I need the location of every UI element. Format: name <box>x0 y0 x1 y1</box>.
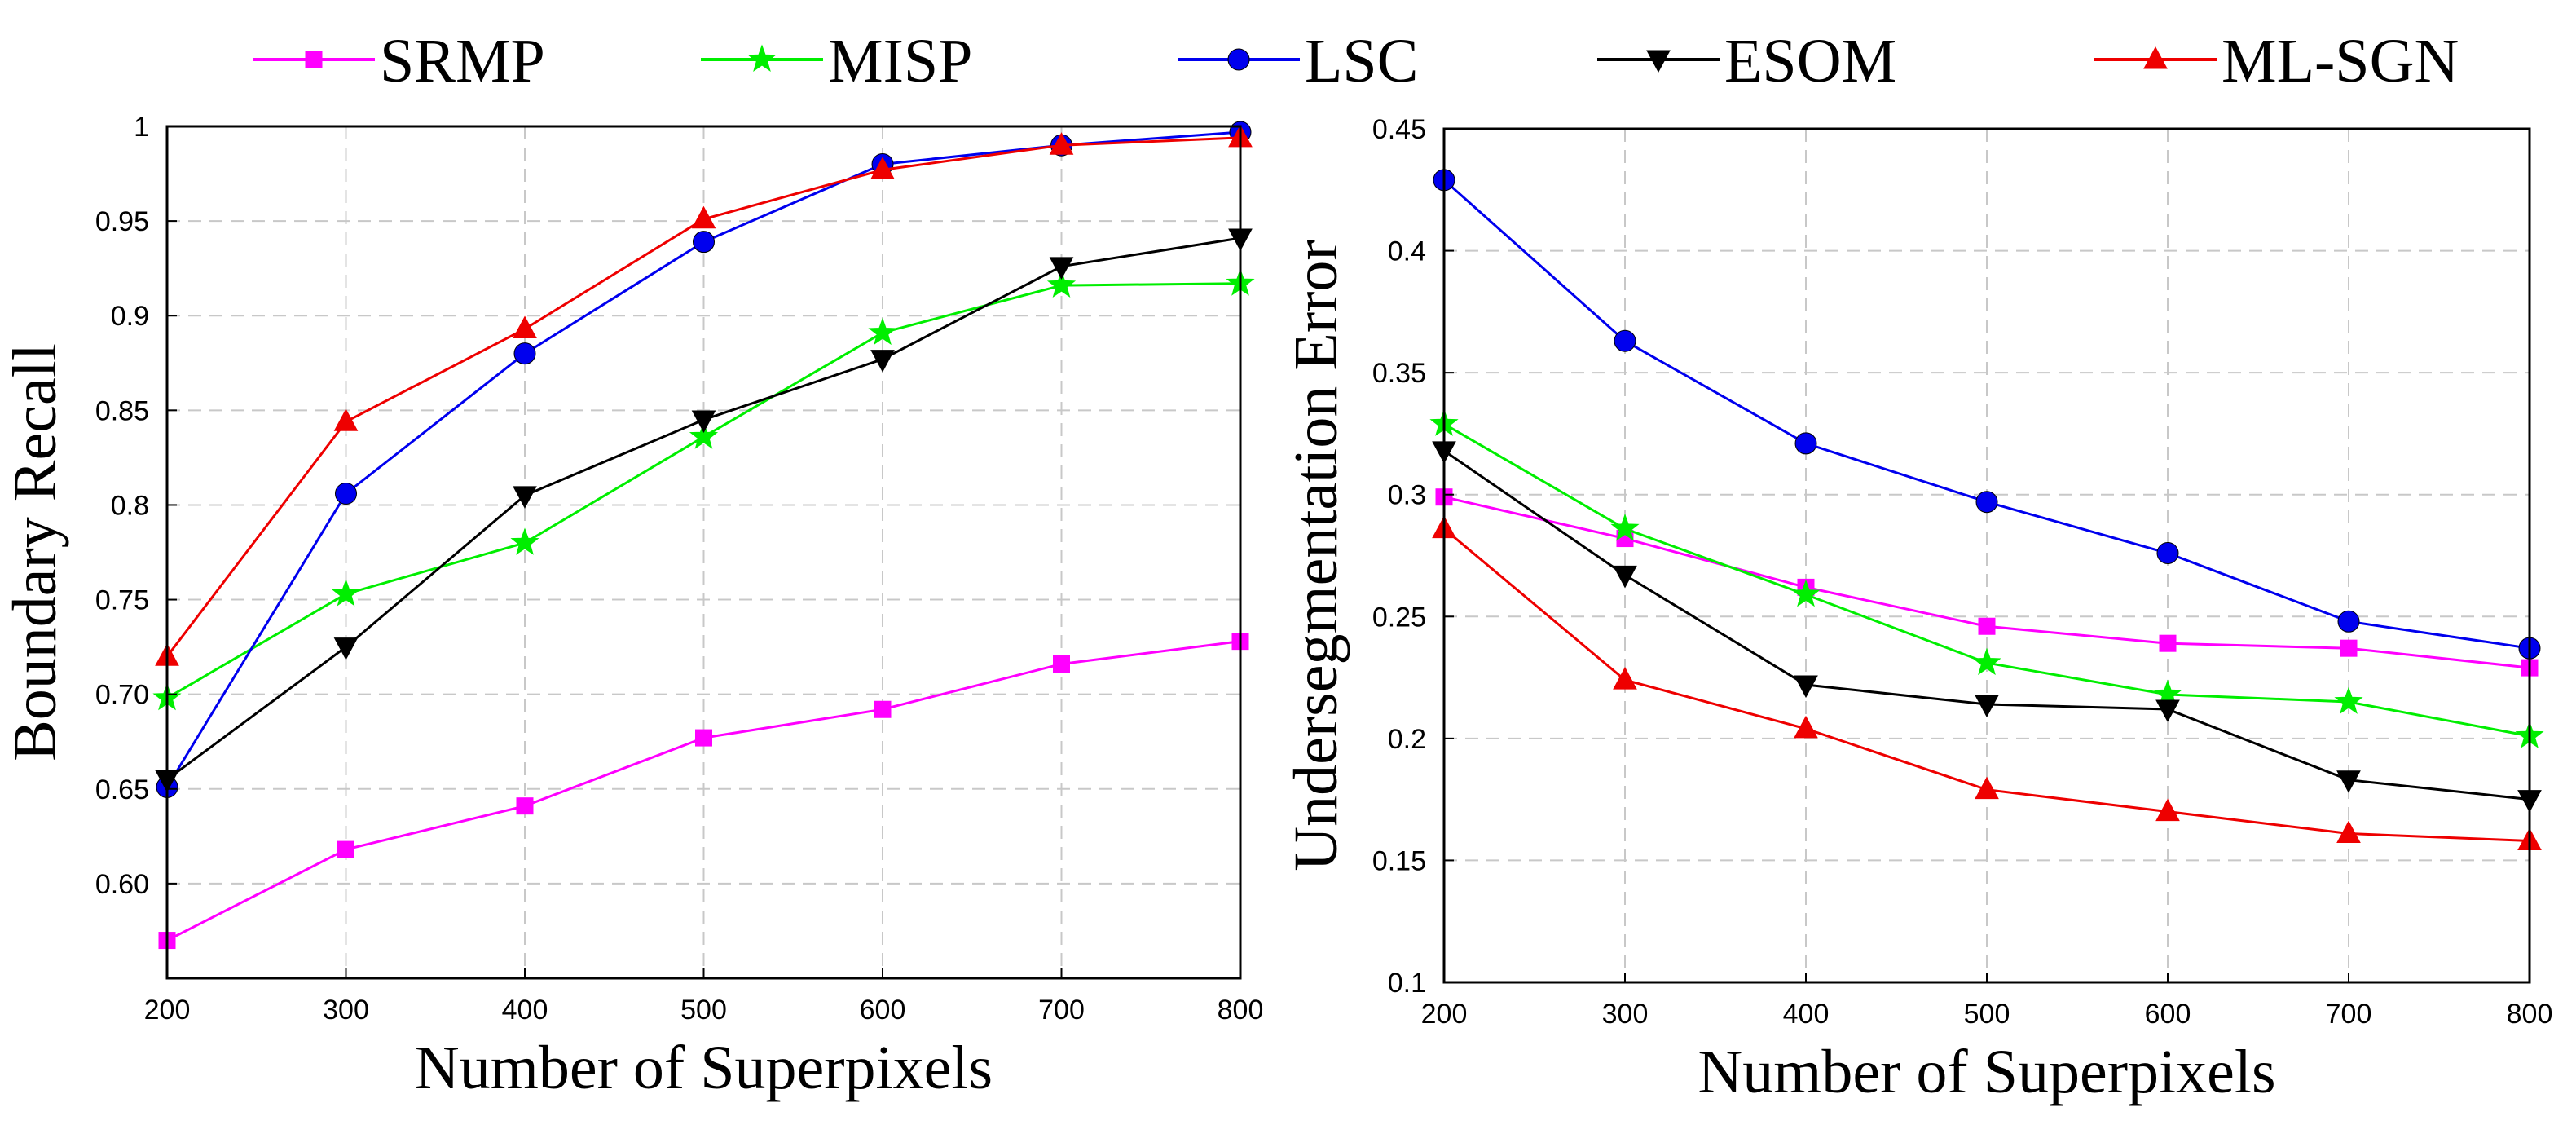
x-tick-label: 600 <box>860 995 906 1026</box>
legend-label-ml-sgn: ML-SGN <box>2222 27 2459 95</box>
y-axis-title: Boundary Recall <box>1 343 69 761</box>
data-point-lsc <box>1975 491 1998 514</box>
data-point-lsc <box>335 483 357 505</box>
legend-label-srmp: SRMP <box>380 27 545 95</box>
y-tick-label: 0.2 <box>1388 724 1426 755</box>
data-point-srmp <box>2340 639 2358 657</box>
data-point-ml-sgn <box>1975 776 1999 800</box>
x-tick-label: 400 <box>502 995 548 1026</box>
data-point-misp <box>1972 647 2001 676</box>
legend-label-misp: MISP <box>828 27 972 95</box>
data-point-misp <box>1610 514 1640 541</box>
data-point-ml-sgn <box>1049 132 1074 155</box>
legend-marker-srmp <box>305 51 323 68</box>
data-point-srmp <box>1978 617 1996 635</box>
x-tick-label: 800 <box>1218 995 1264 1026</box>
x-tick-label: 400 <box>1783 999 1830 1030</box>
legend-marker-esom <box>1646 50 1671 73</box>
data-point-esom <box>1975 695 1999 718</box>
data-point-esom <box>2155 699 2180 723</box>
y-axis-title: Undersegmentation Error <box>1282 240 1350 871</box>
boundary-recall-chart: 200 300 400 500 600 700 800 0.60 0.65 0.70 0.75 0.8… <box>1 112 1263 1102</box>
data-point-misp <box>510 527 539 555</box>
data-point-ml-sgn <box>691 205 716 229</box>
y-tick-label: 0.9 <box>111 301 149 332</box>
x-tick-label: 700 <box>2326 999 2372 1030</box>
x-tick-label: 800 <box>2507 999 2553 1030</box>
data-point-esom <box>1613 565 1637 589</box>
data-point-misp <box>689 421 719 449</box>
y-tick-label: 0.1 <box>1388 968 1426 999</box>
y-tick-label: 0.85 <box>95 395 149 426</box>
y-tick-label: 0.75 <box>95 585 149 616</box>
y-tick-label: 0.95 <box>95 206 149 237</box>
undersegmentation-error-chart: 200 300 400 500 600 700 800 0.1 0.15 0.2 0.25 0.3 0.… <box>1282 114 2552 1106</box>
y-tick-label: 0.45 <box>1372 114 1426 145</box>
y-tick-label: 0.8 <box>111 490 149 521</box>
y-tick-label: 0.4 <box>1388 236 1426 267</box>
data-point-misp <box>331 579 361 607</box>
data-point-misp <box>1791 579 1821 607</box>
data-point-ml-sgn <box>2155 798 2180 822</box>
data-point-ml-sgn <box>1613 667 1637 690</box>
data-point-srmp <box>695 729 712 747</box>
data-point-srmp <box>1053 655 1070 673</box>
data-point-ml-sgn <box>2336 820 2361 844</box>
data-point-esom <box>691 410 716 433</box>
y-tick-label: 0.15 <box>1372 845 1426 876</box>
data-point-ml-sgn <box>870 157 895 179</box>
data-point-esom <box>333 638 359 660</box>
legend-label-esom: ESOM <box>1724 27 1896 95</box>
data-point-esom <box>1794 675 1818 699</box>
y-tick-label: 0.3 <box>1388 480 1426 511</box>
x-tick-label: 700 <box>1038 995 1085 1026</box>
legend-marker-ml-sgn <box>2143 46 2168 69</box>
y-tick-label: 0.60 <box>95 869 149 900</box>
data-point-lsc <box>1614 329 1636 352</box>
data-point-srmp <box>874 700 892 718</box>
data-point-ml-sgn <box>1794 715 1818 739</box>
legend-label-lsc: LSC <box>1305 27 1418 95</box>
data-point-srmp <box>2159 634 2177 652</box>
x-tick-label: 200 <box>144 995 191 1026</box>
data-point-misp <box>2334 686 2363 714</box>
data-point-srmp <box>516 797 534 815</box>
data-point-srmp <box>337 840 354 858</box>
x-tick-label: 300 <box>323 995 369 1026</box>
x-tick-label: 300 <box>1602 999 1649 1030</box>
data-point-esom <box>513 486 537 509</box>
data-point-esom <box>1049 257 1074 280</box>
x-tick-label: 600 <box>2145 999 2191 1030</box>
data-point-ml-sgn <box>513 315 537 338</box>
x-axis-title: Number of Superpixels <box>415 1034 993 1102</box>
x-axis-title: Number of Superpixels <box>1698 1038 2275 1106</box>
data-point-lsc <box>2156 542 2179 565</box>
data-point-misp <box>1046 270 1077 298</box>
data-point-lsc <box>693 231 715 254</box>
x-tick-label: 500 <box>680 995 727 1026</box>
x-tick-label: 500 <box>1964 999 2010 1030</box>
data-point-ml-sgn <box>333 408 359 431</box>
y-tick-label: 0.35 <box>1372 358 1426 389</box>
x-tick-label: 200 <box>1421 999 1468 1030</box>
legend: SRMP MISP LSC ESOM ML-SGN <box>253 27 2459 95</box>
data-point-lsc <box>513 342 536 365</box>
legend-marker-lsc <box>1227 48 1250 71</box>
y-tick-label: 1 <box>134 112 149 143</box>
data-point-esom <box>2336 770 2361 793</box>
y-tick-label: 0.70 <box>95 680 149 711</box>
legend-marker-misp <box>747 44 777 72</box>
data-point-esom <box>870 350 895 373</box>
data-point-misp <box>868 317 897 346</box>
y-tick-label: 0.25 <box>1372 602 1426 633</box>
y-tick-label: 0.65 <box>95 774 149 805</box>
data-point-lsc <box>2337 610 2360 633</box>
data-point-lsc <box>1794 432 1817 455</box>
